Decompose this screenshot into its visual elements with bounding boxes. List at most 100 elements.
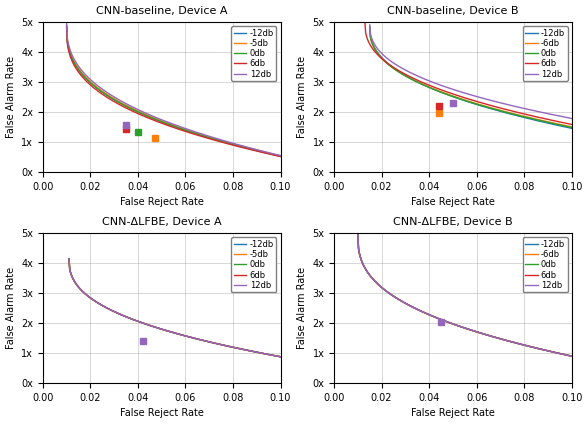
0db — [366, 25, 373, 31]
-5db — [277, 153, 284, 158]
Line: -12db: -12db — [370, 26, 572, 128]
Line: 6db: 6db — [358, 235, 572, 356]
0db — [355, 246, 362, 251]
12db — [195, 337, 202, 342]
6db — [485, 333, 492, 338]
0db — [194, 131, 201, 137]
Legend: -12db, -5db, 0db, 6db, 12db: -12db, -5db, 0db, 6db, 12db — [231, 237, 276, 293]
Line: -12db: -12db — [69, 259, 280, 357]
12db — [548, 349, 555, 354]
-12db — [66, 266, 74, 271]
Line: 12db: 12db — [370, 25, 572, 118]
0db — [367, 34, 374, 39]
-12db — [366, 24, 373, 29]
6db — [488, 103, 495, 108]
-5db — [257, 148, 264, 153]
-5db — [63, 22, 70, 28]
-12db — [568, 354, 575, 359]
Legend: -12db, -5db, 0db, 6db, 12db: -12db, -5db, 0db, 6db, 12db — [231, 26, 276, 81]
6db — [64, 41, 71, 46]
-12db — [481, 332, 488, 337]
-5db — [190, 129, 197, 134]
-12db — [486, 106, 493, 111]
12db — [568, 116, 575, 121]
0db — [486, 106, 493, 111]
-12db — [190, 130, 197, 135]
12db — [63, 21, 70, 26]
6db — [65, 256, 72, 261]
-12db — [277, 354, 284, 359]
6db — [257, 149, 264, 154]
-6db — [486, 105, 493, 110]
-12db — [191, 336, 198, 341]
12db — [355, 246, 362, 251]
-12db — [486, 106, 493, 111]
-5db — [191, 336, 198, 341]
0db — [190, 130, 197, 135]
-12db — [257, 149, 264, 154]
-6db — [490, 106, 497, 111]
0db — [568, 125, 575, 130]
X-axis label: False Reject Rate: False Reject Rate — [120, 197, 203, 207]
-12db — [244, 348, 251, 353]
X-axis label: False Reject Rate: False Reject Rate — [411, 197, 495, 207]
6db — [243, 146, 250, 151]
12db — [486, 98, 493, 103]
0db — [63, 24, 70, 29]
-6db — [549, 120, 556, 126]
-12db — [195, 337, 202, 342]
-12db — [534, 346, 542, 351]
-6db — [486, 105, 493, 110]
12db — [65, 256, 72, 261]
6db — [277, 354, 284, 359]
-12db — [355, 246, 362, 251]
Line: -6db: -6db — [358, 235, 572, 356]
6db — [482, 332, 489, 337]
-12db — [536, 119, 543, 124]
-6db — [548, 349, 555, 354]
0db — [355, 232, 362, 237]
-5db — [194, 131, 201, 136]
-5db — [244, 348, 251, 353]
6db — [192, 336, 199, 341]
12db — [277, 354, 284, 359]
0db — [548, 349, 555, 354]
-5db — [64, 37, 71, 42]
0db — [549, 121, 556, 126]
0db — [195, 337, 202, 342]
6db — [362, 30, 369, 35]
12db — [534, 346, 542, 351]
-6db — [481, 332, 488, 337]
6db — [484, 102, 491, 107]
-12db — [192, 336, 199, 341]
0db — [66, 266, 74, 271]
-12db — [490, 107, 497, 112]
-12db — [355, 232, 362, 237]
-12db — [549, 122, 556, 127]
Line: 0db: 0db — [358, 235, 572, 356]
12db — [277, 153, 284, 158]
6db — [257, 351, 264, 356]
0db — [277, 354, 284, 359]
0db — [192, 336, 199, 341]
6db — [194, 133, 201, 138]
Legend: -12db, -6db, 0db, 6db, 12db: -12db, -6db, 0db, 6db, 12db — [523, 237, 567, 293]
-5db — [277, 354, 284, 359]
-6db — [355, 232, 362, 237]
Line: 12db: 12db — [66, 23, 280, 156]
-6db — [366, 25, 373, 31]
6db — [548, 349, 555, 354]
0db — [191, 336, 198, 341]
6db — [481, 332, 488, 337]
12db — [355, 232, 362, 237]
6db — [190, 131, 197, 137]
12db — [243, 145, 250, 150]
Title: CNN-ΔLFBE, Device A: CNN-ΔLFBE, Device A — [102, 217, 222, 227]
0db — [490, 106, 497, 112]
12db — [481, 332, 488, 337]
-5db — [65, 256, 72, 261]
12db — [549, 112, 556, 117]
-12db — [277, 154, 284, 159]
Y-axis label: False Alarm Rate: False Alarm Rate — [5, 267, 15, 349]
Line: -5db: -5db — [69, 259, 280, 357]
